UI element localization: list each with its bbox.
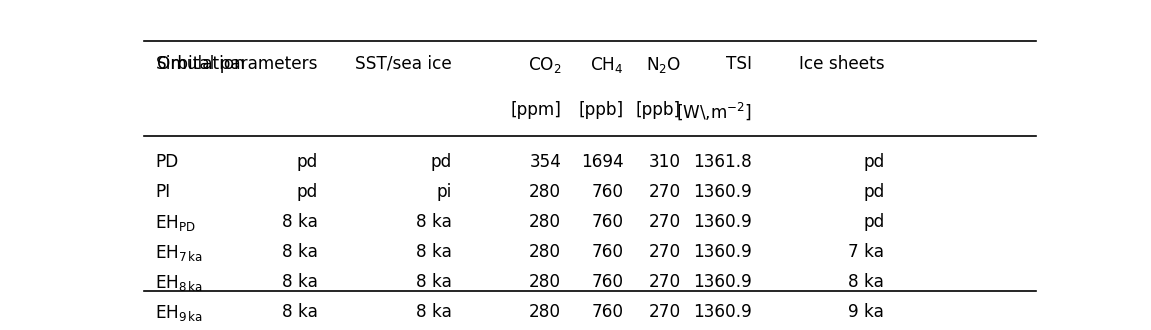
Text: CH$_4$: CH$_4$: [590, 55, 624, 75]
Text: [ppb]: [ppb]: [635, 101, 681, 118]
Text: [ppb]: [ppb]: [579, 101, 624, 118]
Text: Simulation: Simulation: [155, 55, 245, 73]
Text: SST/sea ice: SST/sea ice: [355, 55, 451, 73]
Text: 270: 270: [649, 303, 681, 320]
Text: 760: 760: [592, 213, 624, 231]
Text: pd: pd: [430, 153, 451, 171]
Text: 270: 270: [649, 273, 681, 291]
Text: CO$_2$: CO$_2$: [527, 55, 562, 75]
Text: pd: pd: [863, 153, 884, 171]
Text: 9 ka: 9 ka: [848, 303, 884, 320]
Text: 1360.9: 1360.9: [694, 243, 753, 261]
Text: 280: 280: [529, 303, 562, 320]
Text: 7 ka: 7 ka: [848, 243, 884, 261]
Text: 760: 760: [592, 183, 624, 201]
Text: [W\,m$^{-2}$]: [W\,m$^{-2}$]: [676, 101, 753, 122]
Text: Orbital parameters: Orbital parameters: [158, 55, 318, 73]
Text: 8 ka: 8 ka: [282, 243, 318, 261]
Text: pd: pd: [297, 153, 318, 171]
Text: EH$_{\rm PD}$: EH$_{\rm PD}$: [155, 213, 197, 233]
Text: 270: 270: [649, 243, 681, 261]
Text: 1360.9: 1360.9: [694, 213, 753, 231]
Text: TSI: TSI: [726, 55, 753, 73]
Text: 8 ka: 8 ka: [282, 303, 318, 320]
Text: 280: 280: [529, 243, 562, 261]
Text: 1360.9: 1360.9: [694, 303, 753, 320]
Text: 8 ka: 8 ka: [282, 213, 318, 231]
Text: 1360.9: 1360.9: [694, 183, 753, 201]
Text: 270: 270: [649, 213, 681, 231]
Text: EH$_{7\,{\rm ka}}$: EH$_{7\,{\rm ka}}$: [155, 243, 204, 263]
Text: 8 ka: 8 ka: [416, 303, 451, 320]
Text: pi: pi: [436, 183, 451, 201]
Text: 270: 270: [649, 183, 681, 201]
Text: 1360.9: 1360.9: [694, 273, 753, 291]
Text: 1694: 1694: [581, 153, 624, 171]
Text: 280: 280: [529, 183, 562, 201]
Text: pd: pd: [863, 213, 884, 231]
Text: pd: pd: [297, 183, 318, 201]
Text: N$_2$O: N$_2$O: [646, 55, 681, 75]
Text: 354: 354: [529, 153, 562, 171]
Text: 8 ka: 8 ka: [416, 243, 451, 261]
Text: Ice sheets: Ice sheets: [799, 55, 884, 73]
Text: 310: 310: [649, 153, 681, 171]
Text: 1361.8: 1361.8: [694, 153, 753, 171]
Text: PI: PI: [155, 183, 170, 201]
Text: 8 ka: 8 ka: [282, 273, 318, 291]
Text: PD: PD: [155, 153, 178, 171]
Text: 280: 280: [529, 273, 562, 291]
Text: pd: pd: [863, 183, 884, 201]
Text: 280: 280: [529, 213, 562, 231]
Text: 8 ka: 8 ka: [848, 273, 884, 291]
Text: 760: 760: [592, 273, 624, 291]
Text: 760: 760: [592, 243, 624, 261]
Text: 760: 760: [592, 303, 624, 320]
Text: 8 ka: 8 ka: [416, 273, 451, 291]
Text: EH$_{9\,{\rm ka}}$: EH$_{9\,{\rm ka}}$: [155, 303, 204, 323]
Text: EH$_{8\,{\rm ka}}$: EH$_{8\,{\rm ka}}$: [155, 273, 204, 293]
Text: 8 ka: 8 ka: [416, 213, 451, 231]
Text: [ppm]: [ppm]: [510, 101, 562, 118]
